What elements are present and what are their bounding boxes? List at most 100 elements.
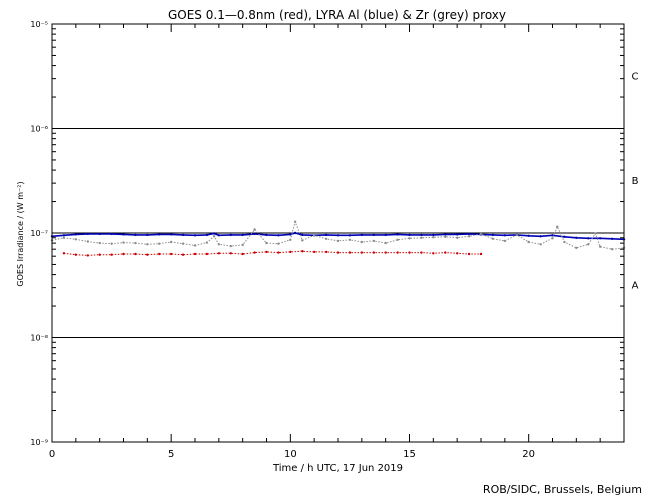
flare-class-label: C	[632, 72, 639, 83]
x-tick-label: 15	[403, 449, 416, 460]
data-point	[74, 253, 78, 256]
data-point	[253, 232, 256, 236]
data-point	[74, 238, 78, 241]
x-axis-label: Time / h UTC, 17 Jun 2019	[272, 463, 403, 474]
data-point	[336, 234, 340, 237]
credit-text: ROB/SIDC, Brussels, Belgium	[482, 483, 642, 496]
series-group	[62, 250, 483, 257]
data-point	[181, 233, 185, 237]
data-point	[324, 237, 328, 240]
data-point	[479, 252, 483, 256]
data-point	[420, 236, 423, 239]
data-point	[98, 253, 101, 256]
data-point	[432, 252, 435, 255]
data-point	[396, 251, 399, 254]
data-point	[205, 233, 209, 237]
data-point	[146, 243, 149, 246]
data-point	[313, 234, 316, 237]
data-point	[146, 233, 149, 237]
x-tick-label: 0	[49, 449, 55, 460]
data-point	[587, 243, 590, 246]
data-point	[212, 232, 216, 235]
data-point	[134, 241, 137, 245]
data-point	[158, 233, 161, 236]
data-point	[432, 236, 435, 239]
flare-class-label: B	[632, 176, 639, 187]
data-point	[301, 239, 304, 242]
data-point	[610, 237, 614, 240]
series-layer	[50, 220, 626, 257]
y-tick-label: 10⁻⁶	[30, 125, 48, 134]
data-point	[324, 250, 328, 254]
data-point	[170, 233, 173, 236]
data-point	[503, 239, 506, 243]
data-point	[277, 242, 280, 245]
data-point	[456, 252, 459, 255]
data-point	[301, 233, 304, 237]
x-tick-label: 20	[522, 449, 535, 460]
y-tick-label: 10⁻⁵	[30, 20, 48, 29]
data-point	[293, 220, 297, 223]
data-point	[217, 243, 220, 246]
data-point	[575, 236, 578, 239]
data-point	[289, 238, 292, 241]
data-point	[241, 252, 244, 256]
data-point	[110, 253, 113, 256]
data-point	[563, 235, 566, 238]
data-point	[62, 234, 66, 237]
data-point	[170, 252, 173, 256]
chart-title: GOES 0.1—0.8nm (red), LYRA Al (blue) & Z…	[168, 8, 506, 22]
data-point	[420, 251, 423, 254]
data-point	[277, 251, 280, 254]
data-point	[62, 236, 66, 239]
data-point	[336, 251, 340, 254]
data-point	[289, 233, 292, 236]
data-point	[587, 237, 590, 240]
data-point	[539, 235, 542, 238]
y-tick-label: 10⁻⁷	[30, 229, 48, 238]
data-point	[110, 242, 113, 245]
data-point	[396, 238, 399, 241]
data-point	[134, 233, 137, 237]
data-point	[193, 244, 197, 247]
data-point	[527, 240, 530, 244]
data-point	[539, 243, 542, 246]
data-point	[408, 251, 411, 254]
series-group	[50, 231, 626, 241]
data-point	[122, 241, 125, 244]
data-point	[212, 235, 216, 238]
data-point	[456, 236, 459, 239]
data-point	[277, 234, 280, 237]
data-point	[348, 238, 352, 241]
data-point	[384, 251, 387, 254]
data-point	[408, 233, 411, 237]
data-point	[575, 246, 578, 250]
data-point	[289, 250, 292, 254]
data-point	[253, 251, 256, 254]
ticks: 0 5 10 15 20 10⁻⁹ 10⁻⁸ 10⁻⁷ 10⁻⁶ 10⁻⁵	[30, 20, 624, 460]
data-point	[527, 234, 530, 237]
data-point	[556, 225, 559, 228]
data-point	[444, 235, 447, 238]
data-point	[444, 251, 447, 254]
data-point	[599, 245, 602, 248]
data-point	[122, 252, 125, 256]
data-point	[62, 252, 66, 255]
data-point	[193, 234, 197, 237]
data-point	[217, 252, 220, 255]
data-point	[205, 252, 209, 256]
data-point	[467, 235, 471, 238]
series-group	[50, 220, 626, 251]
data-point	[86, 232, 90, 236]
data-point	[265, 250, 268, 254]
data-point	[158, 252, 161, 256]
data-point	[432, 233, 435, 237]
data-point	[146, 253, 149, 256]
data-point	[336, 239, 340, 243]
data-point	[408, 237, 411, 240]
data-point	[444, 233, 447, 236]
data-point	[265, 241, 268, 245]
data-point	[229, 244, 232, 248]
data-point	[372, 233, 375, 237]
